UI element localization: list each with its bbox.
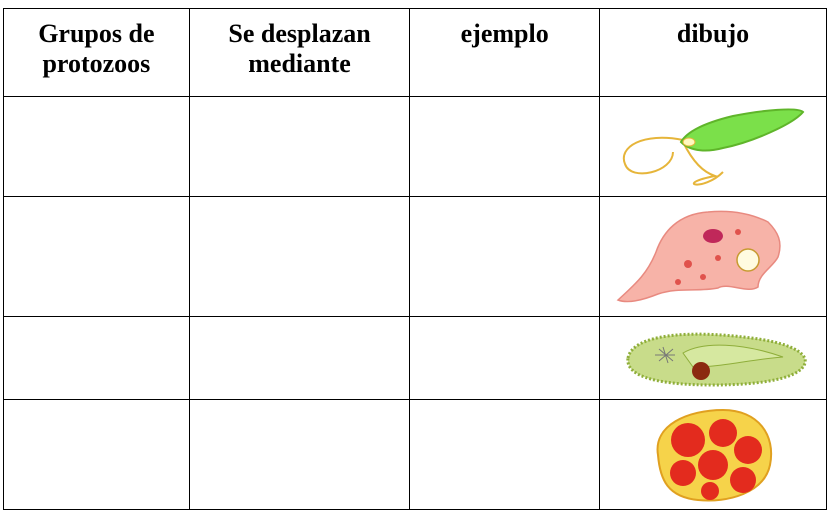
header-text: protozoos — [42, 49, 151, 78]
header-text: dibujo — [676, 19, 750, 48]
drawing-cell — [599, 316, 827, 400]
cell[interactable] — [188, 399, 411, 510]
drawing-cell — [599, 399, 827, 510]
header-cell: Se desplazan mediante — [188, 8, 411, 97]
drawing-cell — [599, 96, 827, 197]
amoeba-drawing — [616, 210, 781, 302]
cell[interactable] — [3, 96, 190, 197]
row — [3, 316, 827, 400]
cell[interactable] — [409, 96, 601, 197]
header-text: ejemplo — [460, 19, 549, 48]
drawing-cell — [599, 196, 827, 317]
cell[interactable] — [188, 316, 411, 400]
sporozoan-drawing — [656, 408, 773, 502]
euglena-drawing — [622, 107, 805, 186]
protozoa-table: Grupos de protozoos Se desplazan mediante … — [3, 8, 827, 510]
header-cell: Grupos de protozoos — [3, 8, 190, 97]
header-text: Grupos de — [38, 19, 155, 48]
cell[interactable] — [409, 399, 601, 510]
row — [3, 399, 827, 510]
header-cell: dibujo — [599, 8, 827, 97]
row — [3, 96, 827, 197]
header-row: Grupos de protozoos Se desplazan mediante … — [3, 8, 827, 97]
cell[interactable] — [409, 196, 601, 317]
cell[interactable] — [409, 316, 601, 400]
paramecium-drawing — [626, 332, 807, 387]
row — [3, 196, 827, 317]
header-cell: ejemplo — [409, 8, 601, 97]
cell[interactable] — [188, 96, 411, 197]
cell[interactable] — [3, 399, 190, 510]
cell[interactable] — [3, 196, 190, 317]
cell[interactable] — [3, 316, 190, 400]
cell[interactable] — [188, 196, 411, 317]
header-text: Se desplazan — [228, 19, 371, 48]
header-text: mediante — [248, 49, 351, 78]
